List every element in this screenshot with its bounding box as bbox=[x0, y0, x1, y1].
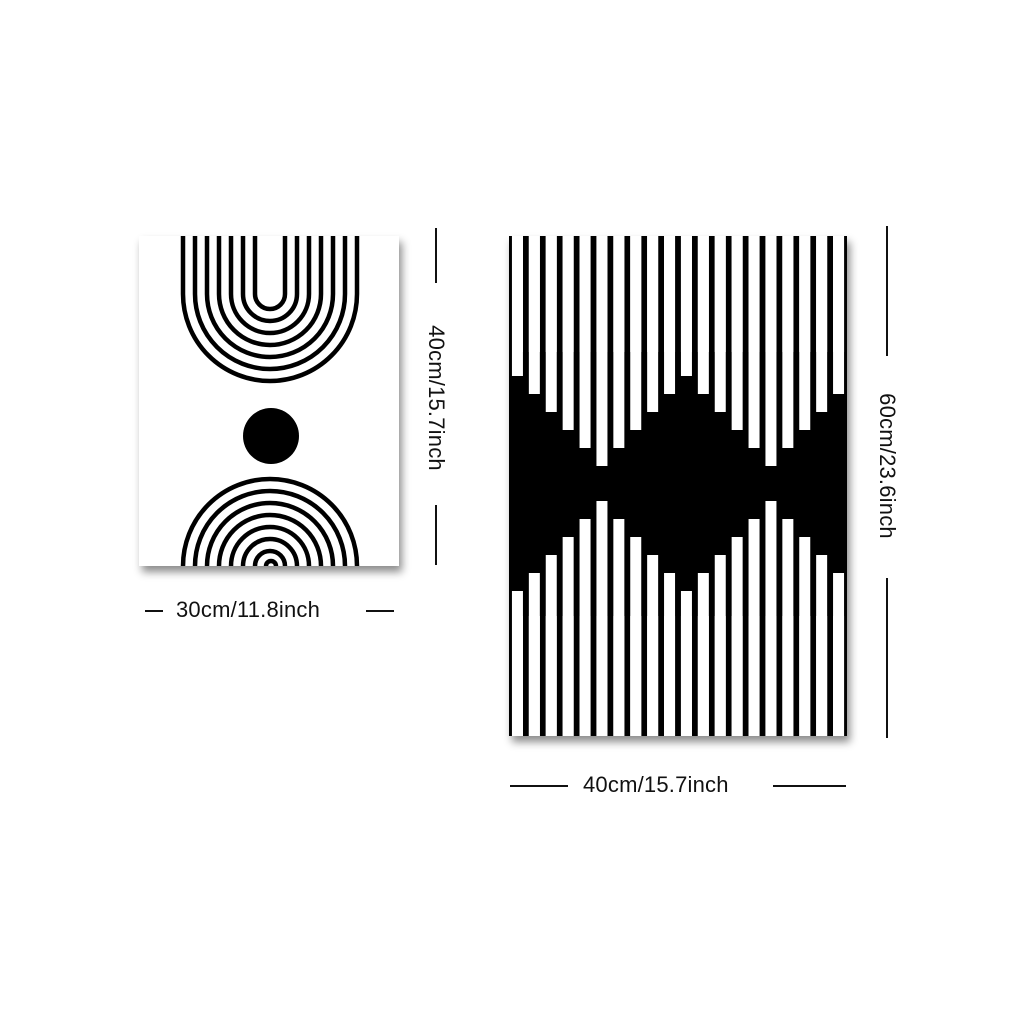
black-stripe bbox=[793, 616, 800, 736]
black-stripe bbox=[658, 236, 665, 352]
lower-stripe bbox=[511, 591, 523, 736]
large-width-line-right bbox=[773, 785, 846, 787]
lower-stripe bbox=[528, 573, 540, 736]
small-width-label: 30cm/11.8inch bbox=[176, 597, 321, 622]
black-stripe bbox=[759, 616, 766, 736]
black-stripe bbox=[607, 616, 614, 736]
black-stripe bbox=[691, 616, 698, 736]
black-stripe bbox=[573, 236, 580, 352]
height-line-top bbox=[435, 228, 437, 283]
black-stripe bbox=[776, 236, 783, 352]
black-stripe bbox=[725, 616, 732, 736]
black-stripe bbox=[827, 236, 834, 352]
black-stripe bbox=[641, 616, 648, 736]
black-stripe bbox=[691, 236, 698, 352]
black-stripe bbox=[522, 616, 529, 736]
upper-stripe bbox=[613, 236, 625, 448]
black-stripe bbox=[624, 236, 631, 352]
lower-stripe bbox=[782, 519, 794, 736]
striped-diamond-canvas bbox=[509, 236, 847, 736]
upper-stripe bbox=[545, 236, 557, 412]
lower-stripe bbox=[545, 555, 557, 736]
upper-stripe bbox=[596, 236, 608, 466]
black-stripe bbox=[658, 616, 665, 736]
lower-stripe bbox=[613, 519, 625, 736]
lower-stripe bbox=[765, 501, 777, 736]
black-stripe bbox=[590, 236, 597, 352]
lower-stripe bbox=[697, 573, 709, 736]
width-line-right bbox=[366, 610, 394, 612]
black-stripe bbox=[793, 236, 800, 352]
small-height-label: 40cm/15.7inch bbox=[424, 325, 449, 471]
black-stripe bbox=[624, 616, 631, 736]
lower-stripe bbox=[714, 555, 726, 736]
black-stripe bbox=[675, 236, 681, 352]
black-stripe bbox=[573, 616, 580, 736]
black-stripe bbox=[844, 236, 847, 352]
lower-stripe bbox=[731, 537, 743, 736]
upper-arch-group bbox=[180, 236, 360, 384]
lower-arch-group bbox=[180, 476, 360, 566]
black-stripe bbox=[675, 616, 681, 736]
lower-stripe bbox=[816, 555, 828, 736]
lower-stripe bbox=[579, 519, 591, 736]
black-stripe bbox=[607, 236, 614, 352]
black-stripe bbox=[827, 616, 834, 736]
black-stripe bbox=[759, 236, 766, 352]
upper-stripe bbox=[697, 236, 709, 394]
lower-stripe bbox=[799, 537, 811, 736]
lower-stripe bbox=[833, 573, 845, 736]
upper-stripe bbox=[782, 236, 794, 448]
upper-stripe bbox=[562, 236, 574, 430]
black-stripe bbox=[590, 616, 597, 736]
upper-stripe bbox=[816, 236, 828, 412]
upper-stripe bbox=[528, 236, 540, 394]
black-stripe bbox=[742, 616, 749, 736]
upper-stripe bbox=[714, 236, 726, 412]
upper-stripe bbox=[511, 236, 523, 376]
upper-stripe bbox=[680, 236, 692, 376]
large-height-line-top bbox=[886, 226, 888, 356]
upper-stripe bbox=[765, 236, 777, 466]
upper-stripe bbox=[647, 236, 659, 412]
black-stripe bbox=[539, 616, 546, 736]
lower-stripe bbox=[664, 573, 676, 736]
upper-stripe bbox=[664, 236, 676, 394]
upper-stripe bbox=[731, 236, 743, 430]
arch-sun-canvas bbox=[139, 236, 399, 566]
stripe-group bbox=[509, 236, 847, 736]
width-line-left bbox=[145, 610, 163, 612]
black-stripe bbox=[556, 236, 563, 352]
large-width-line-left bbox=[510, 785, 568, 787]
black-stripe bbox=[810, 236, 817, 352]
upper-stripe bbox=[833, 236, 845, 394]
black-stripe bbox=[708, 236, 715, 352]
lower-stripe bbox=[562, 537, 574, 736]
black-band bbox=[509, 352, 847, 616]
lower-stripe bbox=[596, 501, 608, 736]
sun-circle bbox=[243, 408, 299, 464]
upper-stripe bbox=[630, 236, 642, 430]
black-stripe bbox=[641, 236, 648, 352]
black-stripe bbox=[742, 236, 749, 352]
upper-stripe bbox=[748, 236, 760, 448]
upper-stripe bbox=[799, 236, 811, 430]
black-stripe bbox=[844, 616, 847, 736]
black-stripe bbox=[522, 236, 529, 352]
black-stripe bbox=[810, 616, 817, 736]
large-height-label: 60cm/23.6inch bbox=[875, 393, 900, 539]
black-stripe bbox=[708, 616, 715, 736]
lower-stripe bbox=[680, 591, 692, 736]
black-stripe bbox=[556, 616, 563, 736]
black-stripe bbox=[776, 616, 783, 736]
upper-stripe bbox=[579, 236, 591, 448]
black-stripe bbox=[539, 236, 546, 352]
lower-stripe bbox=[630, 537, 642, 736]
large-height-line-bottom bbox=[886, 578, 888, 738]
height-line-bottom bbox=[435, 505, 437, 565]
lower-stripe bbox=[647, 555, 659, 736]
lower-stripe bbox=[748, 519, 760, 736]
black-stripe bbox=[725, 236, 732, 352]
large-width-label: 40cm/15.7inch bbox=[583, 772, 729, 797]
